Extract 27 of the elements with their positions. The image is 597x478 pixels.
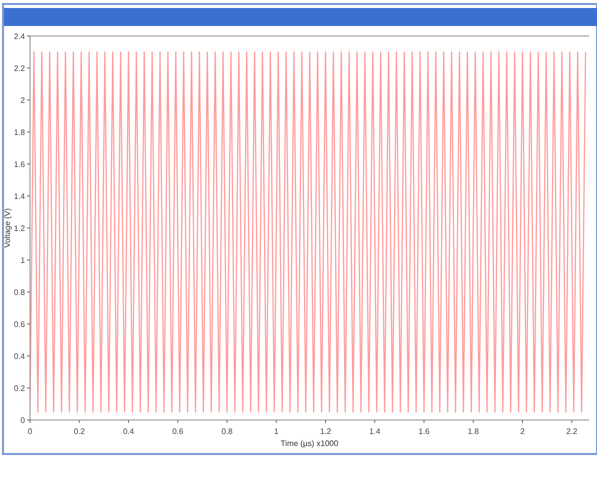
- y-tick-label: 2: [20, 96, 26, 105]
- x-tick-label: 1.2: [320, 427, 332, 436]
- x-tick-label: 1.6: [418, 427, 430, 436]
- y-tick-label: 0.8: [14, 288, 26, 297]
- x-tick-label: 1.8: [468, 427, 480, 436]
- x-tick-label: 0.2: [74, 427, 86, 436]
- x-tick-label: 0.8: [221, 427, 234, 436]
- x-tick-label: 0: [28, 427, 33, 436]
- x-tick-label: 1: [274, 427, 280, 436]
- x-axis-title: Time (µs) x1000: [280, 439, 339, 448]
- y-tick-label: 0.2: [14, 384, 26, 393]
- y-tick-label: 2.4: [14, 32, 26, 41]
- y-axis-title: Voltage (V): [3, 208, 12, 248]
- y-tick-label: 0: [20, 416, 26, 425]
- y-tick-label: 1.8: [14, 128, 26, 137]
- y-tick-label: 0.6: [14, 320, 26, 329]
- x-tick-label: 0.6: [172, 427, 184, 436]
- x-tick-label: 1.4: [369, 427, 381, 436]
- y-tick-label: 1: [20, 256, 26, 265]
- y-tick-label: 1.2: [14, 224, 26, 233]
- y-tick-label: 1.6: [14, 160, 26, 169]
- x-tick-label: 2: [520, 427, 526, 436]
- y-tick-label: 1.4: [14, 192, 26, 201]
- x-tick-label: 0.4: [122, 427, 135, 436]
- y-tick-label: 0.4: [14, 352, 26, 361]
- x-tick-label: 2.2: [566, 427, 578, 436]
- y-tick-label: 2.2: [14, 64, 26, 73]
